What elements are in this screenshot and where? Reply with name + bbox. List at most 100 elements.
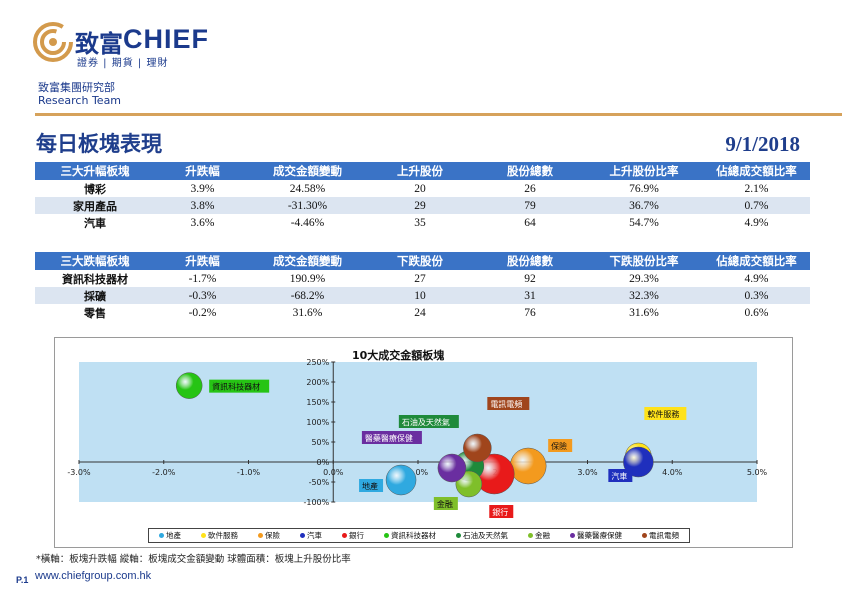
logo-swirl-icon	[33, 22, 73, 62]
table-cell: -1.7%	[188, 272, 217, 285]
header-cell: 股份總數	[475, 252, 585, 270]
table-cell: 0.3%	[703, 287, 810, 304]
legend-item: 石油及天然氣	[456, 530, 508, 541]
sector-name: 博彩	[84, 182, 106, 196]
logo-chinese-text: 致富	[75, 30, 123, 58]
legend-marker	[384, 533, 389, 538]
table-cell: 79	[475, 197, 585, 214]
legend-marker	[159, 533, 164, 538]
table-cell: 2.1%	[744, 182, 769, 195]
table-row: 汽車 3.6% -4.46% 35 64 54.7% 4.9%	[35, 214, 810, 231]
sector-name: 汽車	[84, 216, 106, 230]
table-cell: -4.46%	[290, 216, 325, 229]
table-cell: 29.3%	[629, 272, 659, 285]
table-cell: 32.3%	[585, 287, 703, 304]
legend-marker	[570, 533, 575, 538]
sector-name: 採礦	[35, 287, 155, 304]
table-row: 採礦 -0.3% -68.2% 10 31 32.3% 0.3%	[35, 287, 810, 304]
legend-item: 電訊電頻	[642, 530, 679, 541]
sector-name: 家用產品	[35, 197, 155, 214]
table-cell: 3.8%	[155, 197, 250, 214]
header-cell: 下跌股份比率	[585, 252, 703, 270]
legend-item: 汽車	[300, 530, 322, 541]
table-cell: 20	[414, 182, 426, 195]
table-cell: 92	[524, 272, 536, 285]
department-en: Research Team	[38, 94, 122, 107]
header-cell: 上升股份	[365, 162, 475, 180]
table-cell: 3.6%	[190, 216, 215, 229]
legend-marker	[342, 533, 347, 538]
chart-title: 10大成交金額板塊	[352, 349, 445, 362]
table-cell: 0.7%	[703, 197, 810, 214]
legend-label: 汽車	[307, 531, 322, 540]
table-cell: 24	[414, 306, 426, 319]
legend-label: 醫藥醫療保健	[577, 531, 622, 540]
chart-footnote: *橫軸：板塊升跌幅 縱軸：板塊成交金額變動 球體面積：板塊上升股份比率	[36, 554, 351, 565]
legend-marker	[258, 533, 263, 538]
header-cell: 三大跌幅板塊	[35, 252, 155, 270]
table-cell: 35	[414, 216, 426, 229]
table-cell: -0.2%	[188, 306, 217, 319]
legend-item: 銀行	[342, 530, 364, 541]
department-cn: 致富集團研究部	[38, 81, 115, 94]
legend-label: 電訊電頻	[649, 531, 679, 540]
table-cell: 3.9%	[190, 182, 215, 195]
legend-marker	[201, 533, 206, 538]
header-cell: 成交金額變動	[250, 252, 365, 270]
legend-item: 金融	[528, 530, 550, 541]
header-cell: 成交金額變動	[250, 162, 365, 180]
table-row: 零售 -0.2% 31.6% 24 76 31.6% 0.6%	[35, 304, 810, 321]
sector-name: 零售	[84, 306, 106, 320]
legend-label: 軟件服務	[208, 531, 238, 540]
website-url: www.chiefgroup.com.hk	[35, 570, 152, 582]
table-cell: -0.3%	[155, 287, 250, 304]
table-cell: 26	[524, 182, 536, 195]
table-cell: 4.9%	[744, 216, 769, 229]
legend-label: 地產	[166, 531, 181, 540]
legend-marker	[642, 533, 647, 538]
table-header-row: 三大升幅板塊 升跌幅 成交金額變動 上升股份 股份總數 上升股份比率 佔總成交額…	[35, 162, 810, 180]
logo-english-text: CHIEF	[123, 24, 209, 54]
sector-name: 資訊科技器材	[62, 272, 128, 286]
legend-marker	[528, 533, 533, 538]
table-cell: 0.6%	[744, 306, 769, 319]
header-cell: 升跌幅	[155, 252, 250, 270]
table-row: 資訊科技器材 -1.7% 190.9% 27 92 29.3% 4.9%	[35, 270, 810, 287]
table-cell: 190.9%	[289, 272, 326, 285]
header-cell: 股份總數	[475, 162, 585, 180]
table-cell: 29	[365, 197, 475, 214]
top-gainers-table: 三大升幅板塊 升跌幅 成交金額變動 上升股份 股份總數 上升股份比率 佔總成交額…	[35, 162, 810, 231]
top-losers-table: 三大跌幅板塊 升跌幅 成交金額變動 下跌股份 股份總數 下跌股份比率 佔總成交額…	[35, 252, 810, 321]
report-date: 9/1/2018	[725, 132, 800, 156]
table-cell: -31.30%	[250, 197, 365, 214]
table-cell: 76	[524, 306, 536, 319]
legend-label: 資訊科技器材	[391, 531, 436, 540]
table-cell: 10	[365, 287, 475, 304]
header-cell: 下跌股份	[365, 252, 475, 270]
legend-label: 保險	[265, 531, 280, 540]
legend-label: 石油及天然氣	[463, 531, 508, 540]
header-divider	[35, 113, 842, 116]
table-header-row: 三大跌幅板塊 升跌幅 成交金額變動 下跌股份 股份總數 下跌股份比率 佔總成交額…	[35, 252, 810, 270]
table-cell: 31.6%	[629, 306, 659, 319]
table-row: 家用產品 3.8% -31.30% 29 79 36.7% 0.7%	[35, 197, 810, 214]
table-cell: 54.7%	[629, 216, 659, 229]
header-cell: 上升股份比率	[585, 162, 703, 180]
legend-item: 地產	[159, 530, 181, 541]
table-cell: 27	[414, 272, 426, 285]
legend-item: 軟件服務	[201, 530, 238, 541]
header-cell: 佔總成交額比率	[703, 252, 810, 270]
legend-marker	[456, 533, 461, 538]
legend-item: 資訊科技器材	[384, 530, 436, 541]
header-cell: 佔總成交額比率	[703, 162, 810, 180]
header-cell: 三大升幅板塊	[35, 162, 155, 180]
company-logo: 致富 CHIEF 證券 | 期貨 | 理財	[33, 18, 233, 69]
table-cell: 36.7%	[585, 197, 703, 214]
legend-marker	[300, 533, 305, 538]
page-number: P.1	[16, 575, 29, 585]
table-cell: -68.2%	[250, 287, 365, 304]
header-cell: 升跌幅	[155, 162, 250, 180]
legend-item: 保險	[258, 530, 280, 541]
legend-label: 銀行	[349, 531, 364, 540]
table-cell: 64	[524, 216, 536, 229]
